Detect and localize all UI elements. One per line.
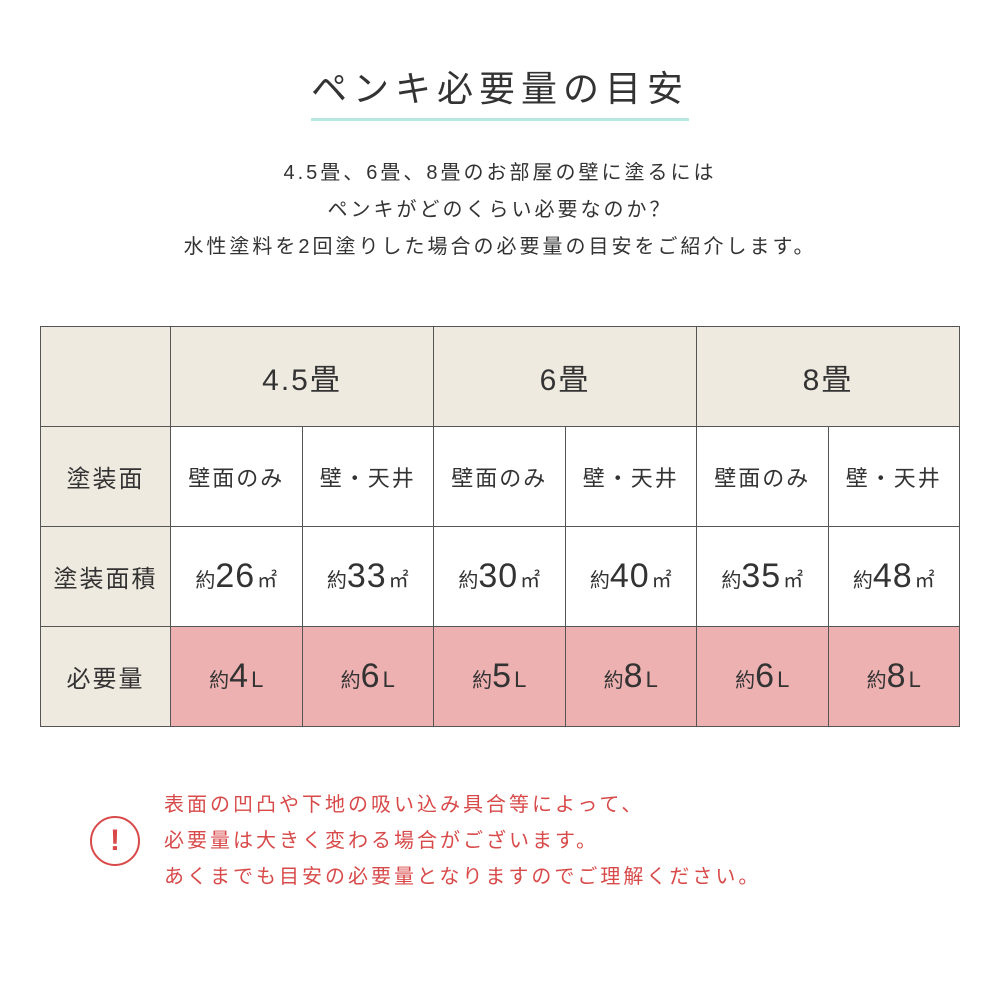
quantity-cell: 約6L — [697, 627, 829, 727]
surface-cell: 壁・天井 — [828, 427, 960, 527]
table-header-row: 4.5畳 6畳 8畳 — [41, 327, 960, 427]
page-container: ペンキ必要量の目安 4.5畳、6畳、8畳のお部屋の壁に塗るには ペンキがどのくら… — [0, 0, 1000, 935]
surface-cell: 壁・天井 — [565, 427, 697, 527]
row-label-area: 塗装面積 — [41, 527, 171, 627]
intro-text: 4.5畳、6畳、8畳のお部屋の壁に塗るには ペンキがどのくらい必要なのか？ 水性… — [40, 155, 960, 266]
table-quantity-row: 必要量 約4L 約6L 約5L 約8L 約6L 約8L — [41, 627, 960, 727]
page-title: ペンキ必要量の目安 — [311, 60, 689, 121]
quantity-cell: 約6L — [302, 627, 434, 727]
intro-line-1: 4.5畳、6畳、8畳のお部屋の壁に塗るには — [283, 162, 716, 184]
area-cell: 約48㎡ — [828, 527, 960, 627]
warning-icon: ! — [90, 816, 140, 866]
header-room-1: 4.5畳 — [171, 327, 434, 427]
paint-quantity-table: 4.5畳 6畳 8畳 塗装面 壁面のみ 壁・天井 壁面のみ 壁・天井 壁面のみ … — [40, 326, 960, 727]
row-label-surface: 塗装面 — [41, 427, 171, 527]
surface-cell: 壁面のみ — [697, 427, 829, 527]
note-line-3: あくまでも目安の必要量となりますのでご理解ください。 — [164, 866, 761, 888]
title-wrap: ペンキ必要量の目安 — [40, 60, 960, 121]
header-room-2: 6畳 — [434, 327, 697, 427]
note-text: 表面の凹凸や下地の吸い込み具合等によって、 必要量は大きく変わる場合がございます… — [164, 787, 761, 895]
quantity-cell: 約4L — [171, 627, 303, 727]
table-area-row: 塗装面積 約26㎡ 約33㎡ 約30㎡ 約40㎡ 約35㎡ 約48㎡ — [41, 527, 960, 627]
area-cell: 約40㎡ — [565, 527, 697, 627]
intro-line-3: 水性塗料を2回塗りした場合の必要量の目安をご紹介します。 — [183, 236, 816, 258]
quantity-cell: 約5L — [434, 627, 566, 727]
area-cell: 約30㎡ — [434, 527, 566, 627]
note-line-1: 表面の凹凸や下地の吸い込み具合等によって、 — [164, 794, 644, 816]
quantity-cell: 約8L — [828, 627, 960, 727]
area-cell: 約35㎡ — [697, 527, 829, 627]
row-label-quantity: 必要量 — [41, 627, 171, 727]
surface-cell: 壁・天井 — [302, 427, 434, 527]
area-cell: 約26㎡ — [171, 527, 303, 627]
surface-cell: 壁面のみ — [171, 427, 303, 527]
intro-line-2: ペンキがどのくらい必要なのか？ — [328, 199, 673, 221]
surface-cell: 壁面のみ — [434, 427, 566, 527]
note-section: ! 表面の凹凸や下地の吸い込み具合等によって、 必要量は大きく変わる場合がござい… — [40, 787, 960, 895]
note-line-2: 必要量は大きく変わる場合がございます。 — [164, 830, 599, 852]
quantity-cell: 約8L — [565, 627, 697, 727]
header-empty — [41, 327, 171, 427]
table-surface-row: 塗装面 壁面のみ 壁・天井 壁面のみ 壁・天井 壁面のみ 壁・天井 — [41, 427, 960, 527]
area-cell: 約33㎡ — [302, 527, 434, 627]
header-room-3: 8畳 — [697, 327, 960, 427]
